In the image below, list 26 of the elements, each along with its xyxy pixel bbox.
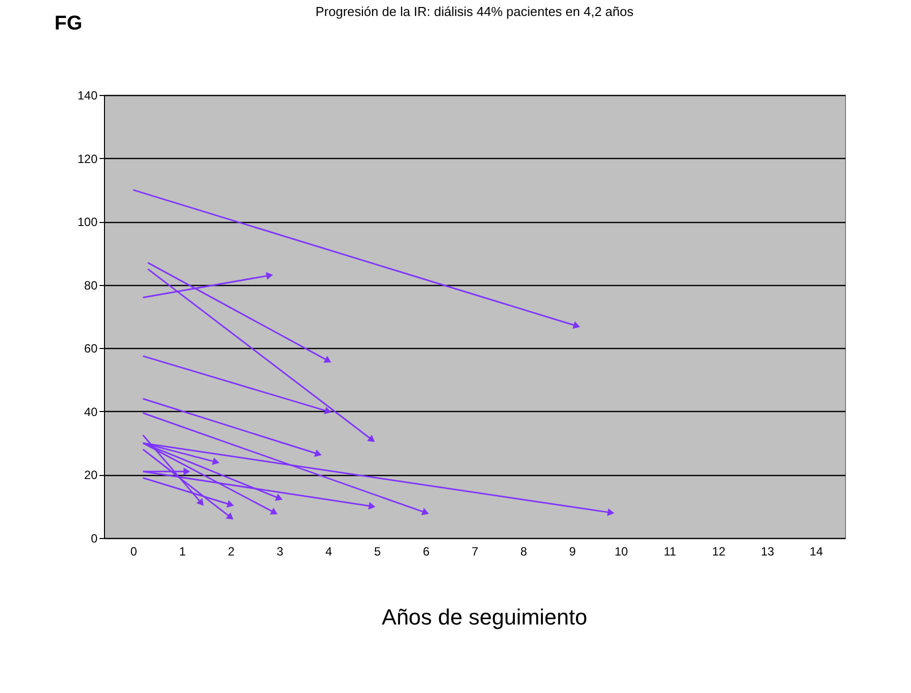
y-axis-title: FG <box>54 12 82 34</box>
y-tick-label: 100 <box>77 215 98 230</box>
x-tick-label: 3 <box>276 544 284 558</box>
y-tick-label: 140 <box>77 88 98 102</box>
y-tick-label: 20 <box>84 468 98 482</box>
x-tick-label: 7 <box>472 544 479 558</box>
x-tick-label: 2 <box>228 544 235 558</box>
x-tick-label: 11 <box>664 544 677 558</box>
y-tick-label: 40 <box>84 404 98 419</box>
x-tick-label: 9 <box>569 544 576 558</box>
x-tick-label: 12 <box>712 544 726 558</box>
x-tick-label: 10 <box>614 544 628 558</box>
x-tick-label: 14 <box>810 544 824 558</box>
x-tick-label: 1 <box>179 544 186 558</box>
y-tick-label: 60 <box>84 342 98 356</box>
chart-title: Progresión de la IR: diálisis 44% pacientes en 4,2 años <box>316 4 634 19</box>
x-tick-label: 6 <box>422 544 430 558</box>
x-tick-label: 13 <box>760 544 774 558</box>
x-tick-label: 0 <box>130 544 138 558</box>
x-tick-label: 5 <box>374 544 382 558</box>
y-tick-label: 120 <box>77 152 98 166</box>
x-tick-label: 8 <box>520 544 528 558</box>
y-tick-label: 80 <box>84 278 98 292</box>
x-tick-label: 4 <box>325 544 332 558</box>
x-axis-title: Años de seguimiento <box>382 604 588 630</box>
y-tick-label: 0 <box>90 532 98 546</box>
